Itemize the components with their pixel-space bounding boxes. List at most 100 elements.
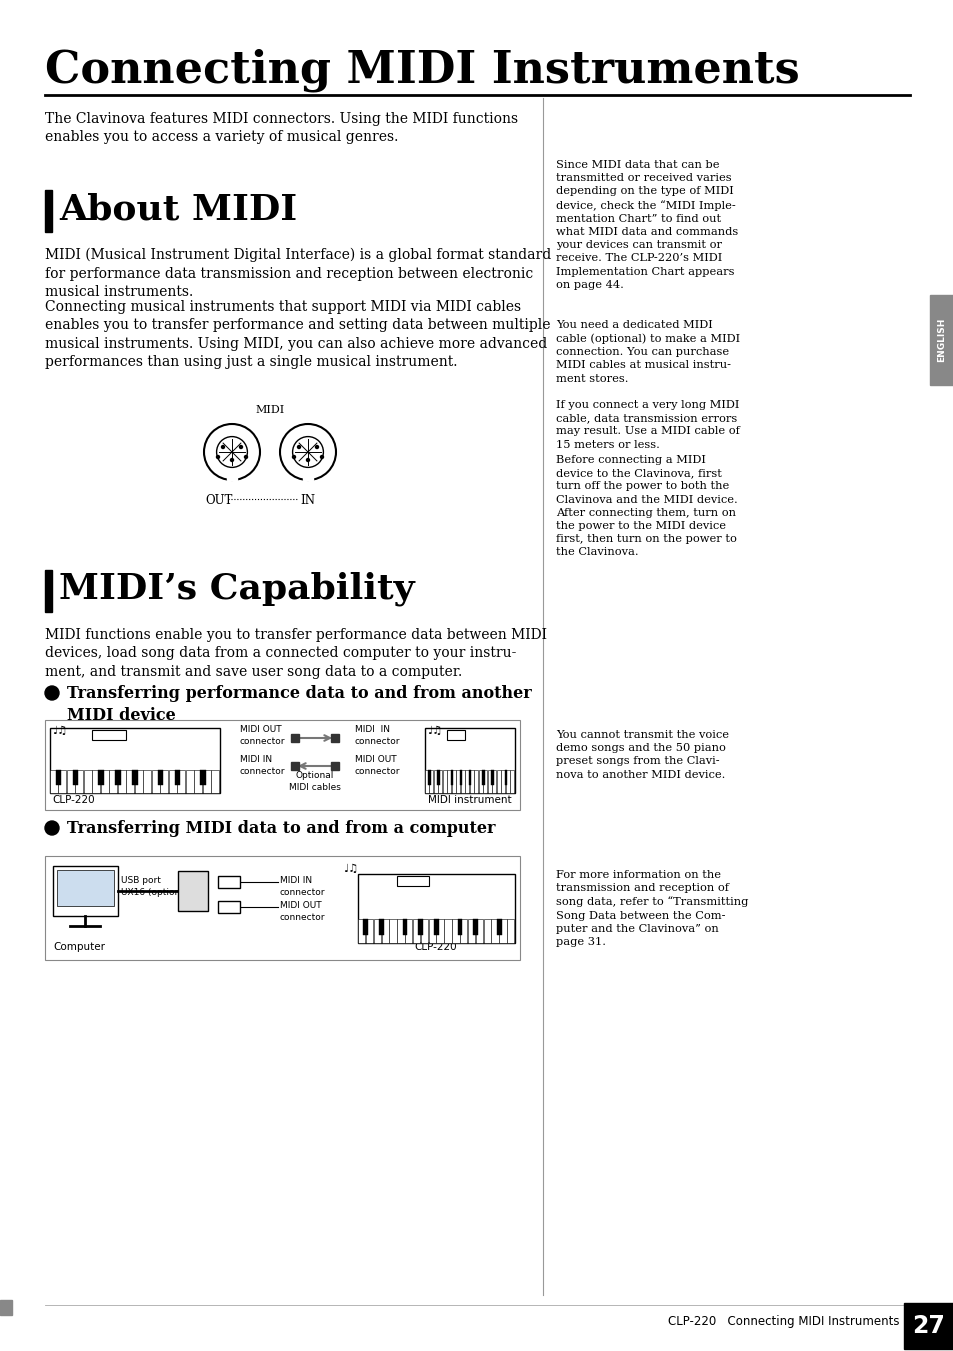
Bar: [227, 471, 236, 480]
Bar: [194, 770, 202, 793]
Bar: [178, 871, 208, 911]
Text: UX16 (optional): UX16 (optional): [121, 888, 192, 897]
Bar: [476, 919, 482, 943]
Bar: [442, 770, 447, 793]
Text: Before connecting a MIDI
device to the Clavinova, first
turn off the power to bo: Before connecting a MIDI device to the C…: [556, 455, 737, 558]
Bar: [45, 190, 52, 232]
Text: MIDI instrument: MIDI instrument: [428, 794, 511, 805]
Bar: [467, 919, 475, 943]
Bar: [101, 770, 109, 793]
Bar: [459, 919, 467, 943]
Bar: [434, 770, 437, 793]
Bar: [418, 919, 423, 935]
Bar: [67, 770, 75, 793]
Bar: [460, 770, 464, 793]
Bar: [160, 770, 169, 793]
Text: MIDI IN
connector: MIDI IN connector: [240, 755, 285, 775]
Bar: [75, 770, 84, 793]
Bar: [396, 875, 428, 886]
Bar: [497, 770, 500, 793]
Bar: [57, 870, 113, 907]
Bar: [474, 770, 478, 793]
Text: ♩♫: ♩♫: [343, 865, 358, 874]
Bar: [468, 770, 471, 785]
Bar: [158, 770, 163, 785]
Text: You need a dedicated MIDI
cable (optional) to make a MIDI
connection. You can pu: You need a dedicated MIDI cable (optiona…: [556, 320, 740, 384]
Text: MIDI OUT
connector: MIDI OUT connector: [240, 725, 285, 746]
Text: OUT: OUT: [205, 494, 233, 507]
Bar: [72, 770, 78, 785]
Bar: [428, 919, 436, 943]
Bar: [98, 770, 104, 785]
Text: MIDI: MIDI: [255, 405, 284, 415]
Text: Transferring performance data to and from another
MIDI device: Transferring performance data to and fro…: [67, 685, 531, 724]
Circle shape: [204, 424, 260, 480]
Bar: [378, 919, 383, 935]
Bar: [58, 770, 67, 793]
Bar: [203, 770, 211, 793]
Bar: [420, 919, 428, 943]
Bar: [331, 734, 338, 742]
Bar: [186, 770, 193, 793]
Text: MIDI  IN
connector: MIDI IN connector: [355, 725, 400, 746]
Text: Optional
MIDI cables: Optional MIDI cables: [289, 771, 340, 792]
Bar: [174, 770, 180, 785]
Bar: [118, 770, 126, 793]
Bar: [389, 919, 396, 943]
Text: About MIDI: About MIDI: [59, 192, 296, 226]
Bar: [450, 770, 453, 785]
Text: MIDI’s Capability: MIDI’s Capability: [59, 571, 415, 607]
Bar: [110, 770, 117, 793]
Bar: [50, 770, 58, 793]
Bar: [478, 770, 482, 793]
Bar: [331, 762, 338, 770]
Bar: [45, 720, 519, 811]
Text: ♩♫: ♩♫: [427, 725, 442, 736]
Text: IN: IN: [222, 902, 232, 911]
Bar: [483, 770, 487, 793]
Text: Since MIDI data that can be
transmitted or received varies
depending on the type: Since MIDI data that can be transmitted …: [556, 159, 738, 290]
Text: The Clavinova features MIDI connectors. Using the MIDI functions
enables you to : The Clavinova features MIDI connectors. …: [45, 112, 517, 145]
Bar: [452, 919, 459, 943]
Text: For more information on the
transmission and reception of
song data, refer to “T: For more information on the transmission…: [556, 870, 747, 947]
Bar: [45, 570, 52, 612]
Text: CLP-220   Connecting MIDI Instruments: CLP-220 Connecting MIDI Instruments: [668, 1315, 899, 1328]
Bar: [428, 770, 431, 785]
Bar: [459, 770, 462, 785]
Circle shape: [293, 455, 295, 458]
Bar: [447, 730, 465, 740]
Bar: [143, 770, 152, 793]
Bar: [84, 770, 91, 793]
Circle shape: [320, 455, 323, 458]
Bar: [405, 919, 412, 943]
Bar: [424, 728, 515, 793]
Text: MIDI OUT
connector: MIDI OUT connector: [280, 901, 325, 921]
Bar: [438, 770, 442, 793]
Bar: [424, 770, 429, 793]
Bar: [357, 874, 515, 943]
Bar: [0, 1300, 12, 1315]
Bar: [291, 734, 298, 742]
Bar: [929, 295, 953, 385]
Circle shape: [45, 821, 59, 835]
Text: MIDI functions enable you to transfer performance data between MIDI
devices, loa: MIDI functions enable you to transfer pe…: [45, 628, 546, 678]
Bar: [447, 770, 451, 793]
Bar: [50, 728, 220, 793]
Text: You cannot transmit the voice
demo songs and the 50 piano
preset songs from the : You cannot transmit the voice demo songs…: [556, 730, 728, 780]
Circle shape: [244, 455, 247, 458]
Bar: [488, 770, 492, 793]
Text: 27: 27: [912, 1315, 944, 1337]
Bar: [457, 919, 462, 935]
Bar: [92, 770, 100, 793]
Text: USB port: USB port: [121, 875, 161, 885]
Bar: [491, 919, 498, 943]
Bar: [152, 770, 160, 793]
Bar: [200, 770, 205, 785]
Bar: [402, 919, 407, 935]
Bar: [452, 770, 456, 793]
Bar: [436, 919, 443, 943]
Bar: [56, 770, 61, 785]
Bar: [505, 770, 510, 793]
Text: Connecting musical instruments that support MIDI via MIDI cables
enables you to : Connecting musical instruments that supp…: [45, 300, 550, 369]
Bar: [465, 770, 469, 793]
